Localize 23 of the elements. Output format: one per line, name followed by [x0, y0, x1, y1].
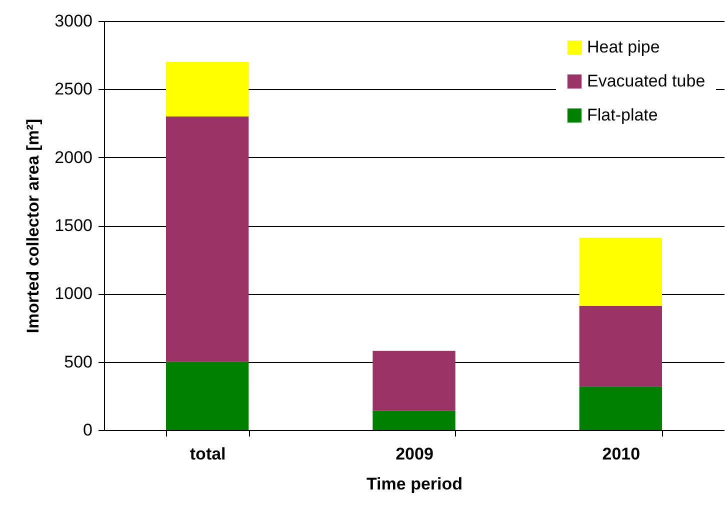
x-tick-label: 2010 — [602, 444, 640, 464]
bar — [166, 362, 249, 430]
y-tick-label: 1000 — [54, 284, 92, 304]
bar — [372, 410, 456, 430]
y-tick-label: 2500 — [54, 80, 92, 99]
legend-label: Flat-plate — [587, 106, 658, 124]
bar — [166, 62, 249, 116]
y-axis-title: Imorted collector area [m²] — [24, 118, 43, 334]
legend-label: Heat pipe — [587, 38, 660, 56]
bar — [579, 238, 662, 306]
y-tick-label: 3000 — [54, 12, 92, 30]
y-tick-label: 1500 — [54, 216, 92, 235]
y-tick-label: 0 — [83, 420, 92, 440]
bar — [372, 350, 456, 411]
legend-label: Evacuated tube — [587, 72, 706, 90]
bar — [166, 116, 249, 362]
x-tick-label: total — [190, 444, 226, 464]
bar — [579, 306, 662, 386]
x-axis-title: Time period — [366, 474, 463, 494]
bar — [579, 386, 662, 430]
x-tick-label: 2009 — [396, 444, 434, 464]
y-tick-label: 500 — [64, 352, 92, 372]
y-tick-label: 2000 — [54, 148, 92, 167]
